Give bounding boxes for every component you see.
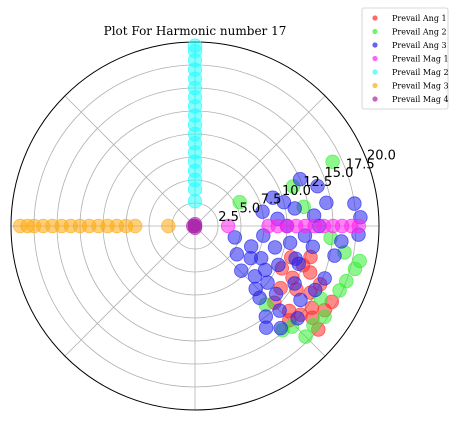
data-point-prevail-ang-3 <box>287 201 302 216</box>
data-point-prevail-ang-3 <box>229 247 245 262</box>
legend-box <box>361 7 449 110</box>
data-point-prevail-ang-3 <box>254 251 269 266</box>
legend-marker <box>372 42 378 48</box>
radial-tick-label: 12.5 <box>303 175 332 190</box>
radial-tick-label: 10.0 <box>282 184 311 199</box>
data-point-prevail-ang-3 <box>234 263 249 278</box>
legend-label: Prevail Mag 3 <box>392 82 449 91</box>
legend-marker <box>372 55 378 62</box>
legend-marker <box>372 82 378 89</box>
data-point-prevail-ang-2 <box>352 253 367 269</box>
legend-marker <box>372 15 378 21</box>
legend-label: Prevail Ang 1 <box>392 14 447 23</box>
data-point-prevail-ang-3 <box>308 282 323 298</box>
legend-label: Prevail Mag 1 <box>392 55 449 64</box>
radial-tick-label: 5.0 <box>240 201 261 216</box>
radial-tick-label: 15.0 <box>325 166 354 181</box>
data-point-prevail-ang-2 <box>332 283 347 298</box>
data-point-prevail-ang-3 <box>310 178 325 194</box>
data-point-prevail-mag-1 <box>351 218 367 234</box>
data-point-prevail-ang-3 <box>248 281 263 297</box>
data-point-prevail-mag-3 <box>13 218 28 234</box>
data-point-prevail-ang-3 <box>317 271 332 286</box>
legend: Prevail Ang 1 Prevail Ang 2 Prevail Ang 3 P… <box>361 7 449 110</box>
data-point-prevail-ang-3 <box>288 251 303 266</box>
radial-tick-label: 17.5 <box>346 157 375 172</box>
data-point-prevail-ang-3 <box>287 276 302 291</box>
legend-marker <box>372 69 378 75</box>
data-point-prevail-ang-3 <box>267 240 283 255</box>
legend-label: Prevail Mag 4 <box>392 95 449 104</box>
legend-label: Prevail Ang 3 <box>392 41 447 50</box>
radial-tick-label: 7.5 <box>261 193 282 208</box>
data-point-prevail-ang-3 <box>327 248 342 263</box>
data-point-prevail-ang-3 <box>259 320 274 335</box>
data-point-prevail-mag-4 <box>187 220 203 236</box>
data-point-prevail-ang-3 <box>305 239 321 255</box>
data-point-prevail-ang-3 <box>271 257 286 273</box>
data-point-prevail-ang-3 <box>255 204 270 219</box>
data-point-prevail-mag-2 <box>187 38 203 53</box>
data-point-prevail-ang-2 <box>325 154 340 170</box>
angular-gridline <box>194 95 326 227</box>
data-point-prevail-ang-2 <box>298 329 313 344</box>
data-point-prevail-ang-2 <box>317 309 332 325</box>
legend-label: Prevail Mag 2 <box>392 68 449 77</box>
radial-tick-labels: 2.55.07.510.012.515.017.520.0 <box>218 149 396 226</box>
radial-tick-label: 2.5 <box>218 210 239 225</box>
legend-marker <box>372 28 378 35</box>
data-point-prevail-ang-3 <box>268 286 284 302</box>
data-point-prevail-ang-3 <box>265 190 281 205</box>
data-point-prevail-ang-3 <box>227 230 243 245</box>
angular-gridline <box>64 225 196 357</box>
data-point-prevail-ang-3 <box>260 275 275 290</box>
data-point-prevail-mag-3 <box>161 218 176 234</box>
angular-gridline <box>64 95 196 227</box>
chart-title: Plot For Harmonic number 17 <box>104 24 287 38</box>
data-point-prevail-ang-3 <box>273 321 288 336</box>
data-point-prevail-ang-2 <box>232 194 247 210</box>
data-point-prevail-ang-3 <box>319 195 334 211</box>
data-point-prevail-ang-3 <box>292 171 308 187</box>
data-point-prevail-ang-3 <box>347 196 362 211</box>
legend-label: Prevail Ang 2 <box>392 28 447 37</box>
data-point-prevail-mag-1 <box>220 218 236 234</box>
data-point-prevail-ang-3 <box>334 234 349 249</box>
data-point-prevail-mag-2 <box>187 193 203 209</box>
data-point-prevail-ang-3 <box>272 303 287 318</box>
data-point-prevail-ang-3 <box>290 311 305 326</box>
data-point-prevail-ang-2 <box>306 318 321 333</box>
data-point-prevail-ang-3 <box>282 235 298 251</box>
legend-marker <box>372 96 378 102</box>
chart-marks <box>13 38 368 344</box>
radial-tick-label: 20.0 <box>367 149 396 164</box>
data-point-prevail-ang-3 <box>293 292 308 308</box>
